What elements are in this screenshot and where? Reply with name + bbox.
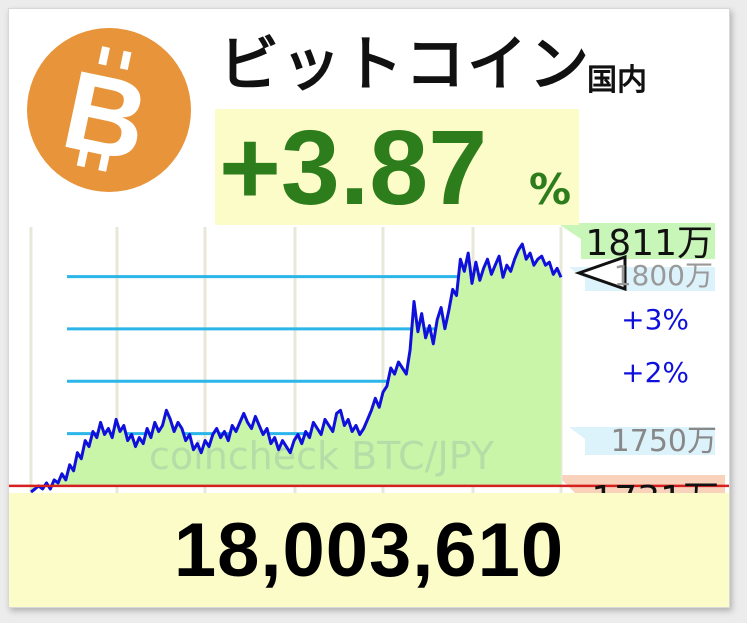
ticker-card: coincheck BTC/JPY 1811万 1800万 +3% +2% 17… bbox=[8, 8, 730, 608]
price-line bbox=[30, 242, 563, 494]
price-area-fill bbox=[31, 244, 561, 492]
change-percent-unit: % bbox=[529, 165, 572, 214]
current-price-pointer-icon bbox=[574, 254, 627, 292]
current-price: 18,003,610 bbox=[173, 508, 565, 593]
high-price-label: 1811万 bbox=[585, 223, 713, 264]
coin-title: ビットコイン bbox=[219, 30, 591, 100]
chart-watermark: coincheck BTC/JPY bbox=[149, 434, 495, 478]
bitcoin-logo: B bbox=[27, 28, 191, 192]
level-label-tab bbox=[569, 427, 715, 455]
bitcoin-icon bbox=[27, 28, 191, 192]
region-label: 国内 bbox=[587, 63, 647, 98]
level-price-label: 1750万 bbox=[611, 424, 717, 459]
price-panel: 18,003,610 bbox=[9, 493, 729, 607]
change-panel: +3.87 % bbox=[215, 109, 579, 225]
high-label-tab bbox=[557, 223, 715, 259]
plus-2-percent-label: +2% bbox=[621, 356, 689, 389]
change-percent-value: +3.87 bbox=[219, 109, 488, 227]
current-price-label: 1800万 bbox=[614, 259, 713, 292]
plus-3-percent-label: +3% bbox=[621, 303, 689, 336]
